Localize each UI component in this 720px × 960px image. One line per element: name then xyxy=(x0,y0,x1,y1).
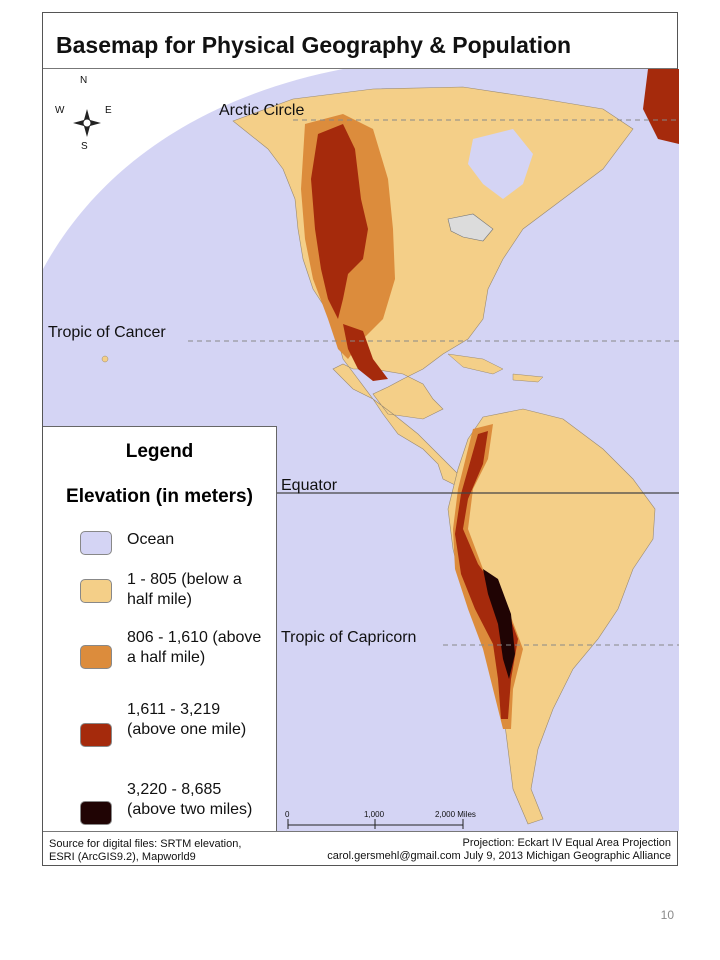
compass-s: S xyxy=(81,141,88,152)
legend-label-high: 1,611 - 3,219 (above one mile) xyxy=(127,701,247,738)
scale-label-1000: 1,000 xyxy=(364,810,385,819)
footer-source: Source for digital files: SRTM elevation… xyxy=(49,838,241,864)
compass-e: E xyxy=(105,105,112,116)
great-lakes xyxy=(447,213,494,242)
legend-title: Legend xyxy=(125,441,194,462)
page-number: 10 xyxy=(660,908,674,922)
legend-subtitle: Elevation (in meters) xyxy=(66,486,253,507)
map-title: Basemap for Physical Geography & Populat… xyxy=(43,13,677,69)
legend-box: Legend Elevation (in meters) Ocean 1 - 8… xyxy=(43,426,277,831)
legend-swatch-ocean xyxy=(80,531,112,555)
tropic-of-capricorn-label: Tropic of Capricorn xyxy=(281,629,417,646)
compass-n: N xyxy=(80,75,88,86)
hawaii-islands xyxy=(101,355,109,363)
footer-author: carol.gersmehl@gmail.com July 9, 2013 Mi… xyxy=(327,850,671,862)
rocky-mountains-high xyxy=(311,124,368,319)
scale-label-2000: 2,000 Miles xyxy=(435,810,476,819)
legend-label-peak: 3,220 - 8,685 (above two miles) xyxy=(127,781,253,818)
scale-label-0: 0 xyxy=(285,810,290,819)
greenland xyxy=(643,69,679,144)
legend-swatch-peak xyxy=(80,801,112,825)
legend-label-mid: 806 - 1,610 (above a half mile) xyxy=(127,629,262,666)
arctic-circle-label: Arctic Circle xyxy=(219,102,305,119)
map-frame: Basemap for Physical Geography & Populat… xyxy=(42,12,679,867)
map-area: N S E W Arctic Circle Tropic of Cancer E… xyxy=(43,69,679,831)
mexico-highlands xyxy=(343,324,388,381)
caribbean-islands xyxy=(447,353,544,383)
compass-w: W xyxy=(55,105,65,116)
footer-projection: Projection: Eckart IV Equal Area Project… xyxy=(462,837,672,849)
legend-swatch-low xyxy=(80,579,112,603)
andes-peaks xyxy=(483,569,515,679)
compass-rose-icon xyxy=(73,109,101,137)
legend-label-low: 1 - 805 (below a half mile) xyxy=(127,571,242,608)
tropic-of-cancer-label: Tropic of Cancer xyxy=(48,324,166,341)
scale-bar xyxy=(287,819,464,829)
hudson-bay xyxy=(468,129,533,199)
legend-swatch-mid xyxy=(80,645,112,669)
legend-label-ocean: Ocean xyxy=(127,531,175,548)
footer-source-line1: Source for digital files: SRTM elevation… xyxy=(49,838,242,850)
legend-swatch-high xyxy=(80,723,112,747)
footer-credits: Projection: Eckart IV Equal Area Project… xyxy=(327,837,671,863)
equator-label: Equator xyxy=(281,477,338,494)
footer-source-line2: ESRI (ArcGIS9.2), Mapworld9 xyxy=(49,851,196,863)
footer: Source for digital files: SRTM elevation… xyxy=(43,831,677,867)
